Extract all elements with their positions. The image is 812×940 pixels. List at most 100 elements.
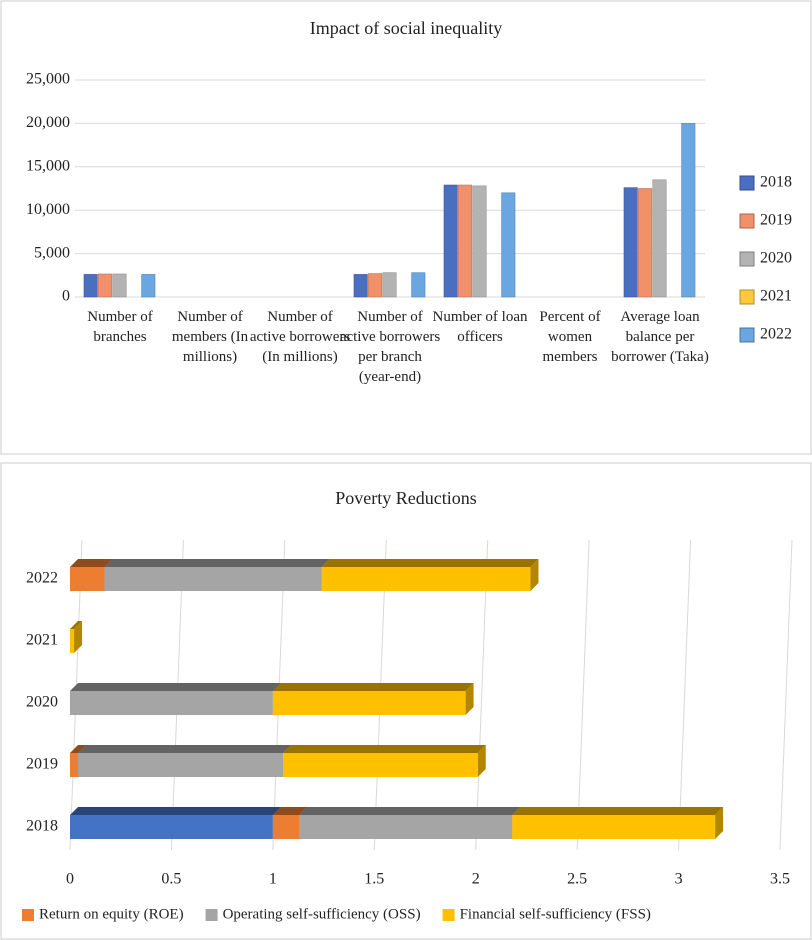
y-tick-label: 2018 xyxy=(26,818,58,835)
legend-label: 2018 xyxy=(760,174,792,191)
bar xyxy=(70,753,79,777)
grid-line xyxy=(678,539,692,851)
bar xyxy=(98,273,113,298)
bar xyxy=(321,567,531,591)
bar xyxy=(70,691,273,715)
y-tick-label: 5,000 xyxy=(34,244,70,261)
x-tick-label-box: Percent of women members xyxy=(539,309,601,365)
bar-depth xyxy=(78,745,291,753)
bar xyxy=(443,184,458,298)
x-tick-label: 0 xyxy=(66,871,74,888)
legend-swatch xyxy=(739,289,755,305)
x-tick-label: 2.5 xyxy=(567,871,587,888)
bar xyxy=(681,123,696,298)
x-tick-label-box: Number of branches xyxy=(87,309,153,345)
y-tick-label: 20,000 xyxy=(26,114,70,131)
bar-depth xyxy=(477,745,486,777)
bar xyxy=(458,184,473,298)
x-tick-label: 2 xyxy=(472,871,480,888)
y-tick-label: 0 xyxy=(62,288,70,305)
bar-depth xyxy=(272,683,474,691)
legend-swatch xyxy=(22,909,34,921)
bar-depth xyxy=(283,745,486,753)
bar xyxy=(512,815,716,839)
bar xyxy=(272,815,300,839)
bar xyxy=(501,192,516,298)
x-tick-label-box: Average loan balance per borrower (Taka) xyxy=(611,309,709,365)
y-tick-label: 2019 xyxy=(26,756,58,773)
y-tick-label: 2020 xyxy=(26,694,58,711)
x-tick-label: 1 xyxy=(269,871,277,888)
bar-depth xyxy=(70,621,83,629)
legend-swatch xyxy=(739,175,755,191)
bar xyxy=(141,274,156,298)
grid-line xyxy=(475,539,489,851)
bar xyxy=(104,567,322,591)
chart-title: Poverty Reductions xyxy=(335,488,477,508)
y-tick-label: 15,000 xyxy=(26,157,70,174)
x-tick-label: 3 xyxy=(675,871,683,888)
legend-swatch xyxy=(739,213,755,229)
x-tick-label: Number of members (In millions) xyxy=(171,309,249,365)
x-tick-label-box: Number of loan officers xyxy=(432,309,528,345)
legend-label: 2021 xyxy=(760,288,792,305)
x-tick-label: Number of active borrowers (In millions) xyxy=(249,309,351,365)
bar-depth xyxy=(715,807,724,839)
bar-depth xyxy=(465,683,474,715)
chart-title: Impact of social inequality xyxy=(310,18,502,38)
bar xyxy=(272,691,466,715)
bar xyxy=(353,274,368,298)
bar xyxy=(70,815,273,839)
bar xyxy=(78,753,283,777)
x-tick-label: Percent of women members xyxy=(539,309,601,365)
bar xyxy=(368,273,383,298)
bar-depth xyxy=(530,559,539,591)
y-tick-label: 25,000 xyxy=(26,71,70,88)
x-tick-label: Number of loan officers xyxy=(432,309,528,345)
legend-label: 2019 xyxy=(760,212,792,229)
bar-depth xyxy=(299,807,521,815)
x-tick-label: Average loan balance per borrower (Taka) xyxy=(611,309,709,365)
bar xyxy=(411,272,426,298)
legend-label: Financial self-sufficiency (FSS) xyxy=(460,906,651,922)
bar xyxy=(70,629,75,653)
legend-swatch xyxy=(205,909,218,921)
bar xyxy=(638,188,653,298)
bar-depth xyxy=(70,807,281,815)
x-tick-label-box: Number of active borrowers per branch (y… xyxy=(339,309,441,385)
y-tick-label: 2021 xyxy=(26,632,58,649)
legend-swatch xyxy=(739,327,755,343)
x-tick-label: Number of branches xyxy=(87,309,153,345)
bar xyxy=(283,753,478,777)
bar-depth xyxy=(70,745,87,753)
grid-line xyxy=(779,539,793,851)
bar-depth xyxy=(512,807,724,815)
y-tick-label: 2022 xyxy=(26,570,58,587)
x-tick-label: 0.5 xyxy=(161,871,181,888)
bar-depth xyxy=(70,683,281,691)
bar-depth xyxy=(272,807,308,815)
legend-label: Return on equity (ROE) xyxy=(39,906,184,922)
y-tick-label: 10,000 xyxy=(26,201,70,218)
bar-depth xyxy=(104,559,330,567)
bar-depth xyxy=(74,621,83,653)
bar-depth xyxy=(70,559,113,567)
legend-label: Operating self-sufficiency (OSS) xyxy=(223,906,421,922)
bar xyxy=(382,272,397,298)
legend-label: 2022 xyxy=(760,326,792,343)
bar xyxy=(652,179,667,298)
bar xyxy=(623,187,638,298)
x-tick-label-box: Number of active borrowers (In millions) xyxy=(249,309,351,365)
legend-swatch xyxy=(739,251,755,267)
bar-depth xyxy=(321,559,539,567)
chart-frame xyxy=(0,0,812,455)
x-tick-label-box: Number of members (In millions) xyxy=(171,309,249,365)
x-tick-label: 1.5 xyxy=(364,871,384,888)
bar xyxy=(70,567,105,591)
bar xyxy=(299,815,513,839)
bar xyxy=(83,274,98,298)
legend-swatch xyxy=(442,909,455,921)
legend-label: 2020 xyxy=(760,250,792,267)
x-tick-label: Number of active borrowers per branch (y… xyxy=(339,309,441,385)
